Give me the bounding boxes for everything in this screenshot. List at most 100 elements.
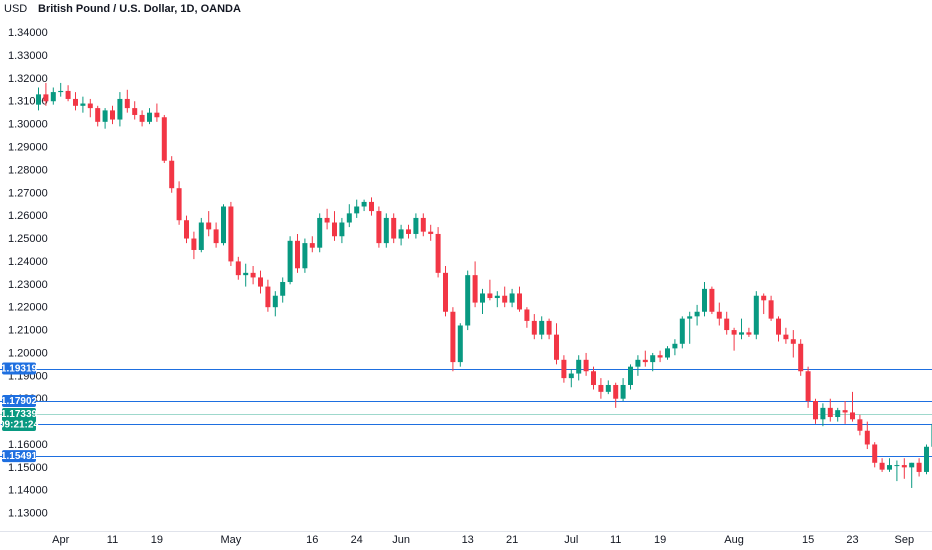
candle	[568, 368, 574, 388]
candle-body	[665, 348, 670, 358]
candle-body	[628, 366, 633, 385]
candle	[161, 114, 167, 164]
candle	[87, 98, 93, 118]
candle-body	[591, 371, 596, 385]
candle-body	[309, 243, 315, 248]
candle	[272, 291, 278, 317]
candle-body	[613, 384, 619, 399]
candle-body	[790, 339, 796, 344]
candle	[628, 364, 633, 390]
candle-body	[391, 217, 397, 239]
candle-body	[709, 288, 715, 312]
x-tick-label: 16	[306, 534, 318, 546]
candle-body	[716, 311, 722, 319]
candle-body	[635, 359, 641, 367]
line-price-badge-bg	[2, 362, 36, 375]
candle	[258, 270, 263, 294]
candle	[620, 378, 626, 401]
candle	[324, 208, 330, 230]
candle-body	[724, 318, 730, 331]
y-tick-label: 1.26000	[8, 210, 48, 222]
y-tick-label: 1.21000	[8, 325, 48, 337]
candle-body	[295, 240, 300, 269]
candle-body	[302, 243, 308, 269]
candle-body	[924, 446, 929, 472]
x-tick-label: 11	[107, 534, 118, 546]
candle	[206, 211, 212, 237]
candle-body	[679, 318, 685, 344]
candle	[679, 316, 685, 349]
candle	[117, 92, 123, 127]
candle	[428, 224, 434, 241]
candle	[768, 295, 774, 321]
candle	[494, 291, 500, 308]
currency-label: USD	[4, 3, 27, 15]
candle-body	[191, 238, 197, 250]
candle	[531, 314, 537, 340]
x-tick-label: 21	[506, 534, 518, 546]
candle	[813, 398, 818, 424]
candle-body	[213, 229, 219, 244]
candle	[901, 458, 907, 479]
candle-body	[154, 112, 160, 118]
candle-body	[746, 332, 752, 335]
candle-body	[258, 277, 263, 287]
candle-body	[827, 407, 833, 418]
candle	[457, 323, 463, 367]
candle	[805, 366, 811, 408]
candle-body	[576, 359, 582, 374]
y-tick-label: 1.16000	[8, 439, 48, 451]
candle	[835, 407, 841, 422]
x-tick-label: 19	[654, 534, 666, 546]
candle-body	[221, 206, 226, 244]
candle-body	[494, 295, 500, 299]
candle	[80, 96, 86, 113]
candle	[716, 302, 722, 326]
candle-body	[198, 222, 204, 250]
candle	[753, 291, 759, 340]
candle-body	[250, 272, 256, 278]
candle	[376, 206, 382, 248]
candle-body	[243, 272, 249, 276]
candle	[554, 323, 559, 365]
candle	[879, 458, 885, 472]
candle-body	[835, 410, 841, 418]
y-tick-label: 1.22000	[8, 302, 48, 314]
candle-body	[702, 288, 707, 312]
candle	[295, 233, 300, 273]
candle	[524, 307, 530, 328]
candle-body	[147, 112, 152, 122]
candle-body	[820, 407, 826, 420]
x-tick-label: May	[221, 534, 242, 546]
candle	[702, 282, 707, 317]
candle-body	[324, 217, 330, 223]
candle-body	[524, 309, 530, 321]
candle-body	[206, 222, 212, 230]
candle-body	[73, 98, 78, 106]
candle-body	[287, 240, 293, 283]
candle	[346, 204, 352, 228]
candle	[487, 279, 493, 301]
candle	[450, 307, 456, 372]
candle	[776, 316, 781, 342]
candle	[73, 92, 78, 111]
x-tick-label: 13	[462, 534, 474, 546]
y-tick-label: 1.32000	[8, 73, 48, 85]
candle	[198, 217, 204, 253]
candle	[43, 82, 49, 106]
candle	[709, 286, 715, 315]
candle	[672, 339, 678, 356]
candle-body	[428, 231, 434, 234]
horizontal-lines[interactable]	[0, 369, 932, 457]
x-tick-label: Sep	[895, 534, 915, 546]
candle	[857, 414, 863, 436]
candle	[302, 238, 308, 273]
candle	[872, 442, 878, 468]
candle-body	[420, 217, 426, 232]
candle-body	[36, 94, 41, 105]
y-tick-label: 1.20000	[8, 347, 48, 359]
candle-body	[857, 419, 863, 431]
candle	[95, 105, 101, 127]
candle-body	[50, 92, 56, 102]
